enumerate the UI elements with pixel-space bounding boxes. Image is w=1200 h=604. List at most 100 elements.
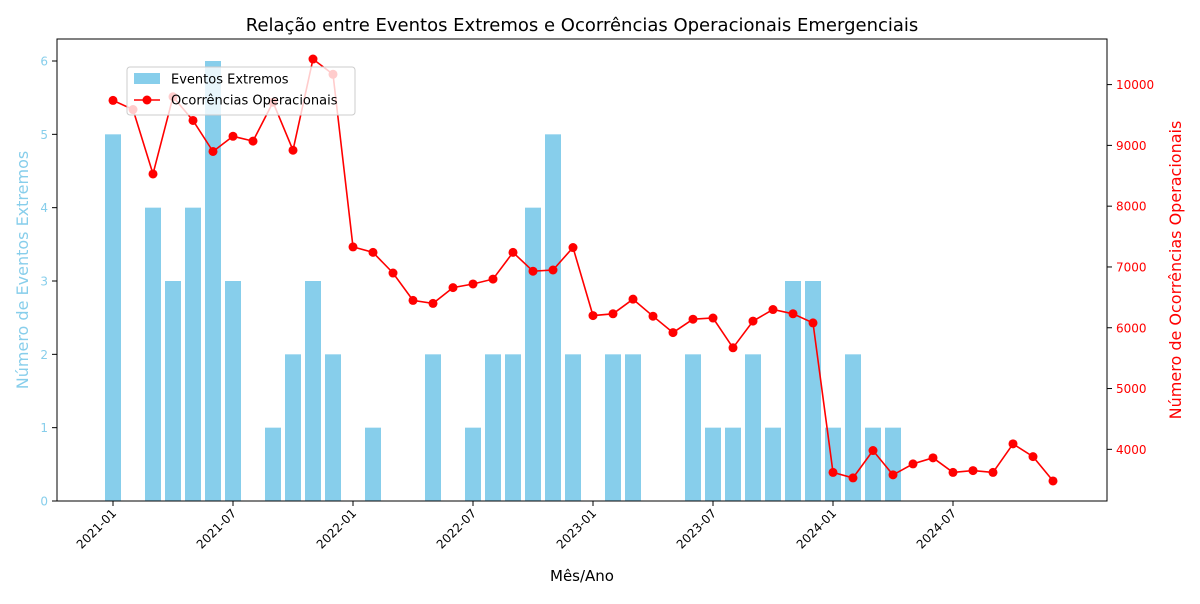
- point-2023-10: [768, 305, 778, 315]
- ytick-left-label: 6: [40, 55, 48, 69]
- point-2024-10: [1008, 439, 1018, 449]
- point-2021-05: [188, 115, 198, 125]
- point-2024-02: [848, 473, 858, 483]
- line-layer: [108, 54, 1058, 486]
- point-2021-01: [108, 95, 118, 105]
- bar-2021-06: [205, 61, 221, 501]
- ytick-right-label: 5000: [1116, 382, 1147, 396]
- bar-2022-07: [465, 427, 481, 501]
- point-2021-11: [308, 54, 318, 64]
- point-2022-06: [448, 283, 458, 293]
- point-2022-05: [428, 298, 438, 308]
- point-2024-11: [1028, 452, 1038, 462]
- bar-2022-08: [485, 354, 501, 501]
- xtick-label: 2024-07: [914, 506, 959, 551]
- bar-2022-09: [505, 354, 521, 501]
- point-2023-01: [588, 311, 598, 321]
- bar-2023-09: [745, 354, 761, 501]
- point-2022-11: [548, 265, 558, 275]
- series-line-ocorrencias: [112, 57, 1054, 482]
- legend-label-line: Ocorrências Operacionais: [171, 94, 338, 109]
- point-2022-07: [468, 279, 478, 289]
- xtick-label: 2022-01: [314, 506, 359, 551]
- bar-2022-12: [565, 354, 581, 501]
- xtick-label: 2022-07: [434, 506, 479, 551]
- ytick-left-label: 3: [40, 275, 48, 289]
- point-2024-01: [828, 467, 838, 477]
- legend-swatch-bars: [134, 73, 160, 84]
- bar-2023-12: [805, 281, 821, 501]
- xtick-label: 2024-01: [794, 506, 839, 551]
- ytick-right-label: 4000: [1116, 443, 1147, 457]
- point-2024-03: [868, 446, 878, 456]
- bar-2022-02: [365, 427, 381, 501]
- point-2023-09: [748, 316, 758, 326]
- bar-2024-04: [885, 427, 901, 501]
- point-2022-04: [408, 295, 418, 305]
- bars-layer: [105, 61, 901, 502]
- point-2024-12: [1048, 476, 1058, 486]
- legend-swatch-marker: [142, 95, 152, 105]
- point-2023-08: [728, 343, 738, 353]
- bar-2021-12: [325, 354, 341, 501]
- bar-2021-10: [285, 354, 301, 501]
- bar-2024-01: [825, 427, 841, 501]
- point-2023-11: [788, 309, 798, 319]
- bar-2021-11: [305, 281, 321, 501]
- point-2021-07: [228, 131, 238, 141]
- bar-2021-07: [225, 281, 241, 501]
- legend-box: [126, 66, 356, 116]
- bar-2021-03: [145, 207, 161, 501]
- bar-2024-02: [845, 354, 861, 501]
- ytick-right-label: 9000: [1116, 139, 1147, 153]
- point-2023-07: [708, 313, 718, 323]
- bar-2021-04: [165, 281, 181, 501]
- bar-2023-03: [625, 354, 641, 501]
- point-2023-05: [668, 328, 678, 338]
- point-2021-06: [208, 146, 218, 156]
- bar-2021-09: [265, 427, 281, 501]
- bar-2021-01: [105, 134, 121, 502]
- ytick-right-label: 8000: [1116, 200, 1147, 214]
- ytick-left-label: 2: [40, 348, 48, 362]
- point-2024-06: [928, 453, 938, 463]
- xtick-label: 2021-01: [74, 506, 119, 551]
- bar-2023-06: [685, 354, 701, 501]
- point-2023-03: [628, 294, 638, 304]
- chart-title: Relação entre Eventos Extremos e Ocorrên…: [246, 15, 919, 36]
- point-2023-02: [608, 309, 618, 319]
- bar-2024-03: [865, 427, 881, 501]
- bar-2023-11: [785, 281, 801, 501]
- point-2024-04: [888, 470, 898, 480]
- point-2021-10: [288, 145, 298, 155]
- point-2023-12: [808, 318, 818, 328]
- plot-frame: [56, 38, 1108, 502]
- bar-2022-11: [545, 134, 561, 502]
- point-2022-01: [348, 242, 358, 252]
- xtick-label: 2023-07: [674, 506, 719, 551]
- point-2023-06: [688, 314, 698, 324]
- point-2022-03: [388, 268, 398, 278]
- point-2022-02: [368, 247, 378, 257]
- point-2024-07: [948, 467, 958, 477]
- bar-2023-07: [705, 427, 721, 501]
- point-2024-09: [988, 467, 998, 477]
- bar-2022-05: [425, 354, 441, 501]
- ytick-right-label: 6000: [1116, 321, 1147, 335]
- ytick-left-label: 1: [40, 421, 48, 435]
- y-axis-left-label: Número de Eventos Extremos: [13, 151, 32, 389]
- point-2024-05: [908, 459, 918, 469]
- y-axis-right-label: Número de Ocorrências Operacionais: [1166, 121, 1185, 420]
- ytick-left-label: 4: [40, 201, 48, 215]
- legend-label-bars: Eventos Extremos: [171, 73, 289, 88]
- bar-2021-05: [185, 207, 201, 501]
- ytick-left-label: 0: [40, 495, 48, 509]
- point-2022-08: [488, 274, 498, 284]
- point-2024-08: [968, 466, 978, 476]
- point-2022-09: [508, 247, 518, 257]
- bar-2023-02: [605, 354, 621, 501]
- xtick-label: 2021-07: [194, 506, 239, 551]
- ytick-right-label: 10000: [1116, 78, 1154, 92]
- point-2023-04: [648, 311, 658, 321]
- point-2022-12: [568, 243, 578, 253]
